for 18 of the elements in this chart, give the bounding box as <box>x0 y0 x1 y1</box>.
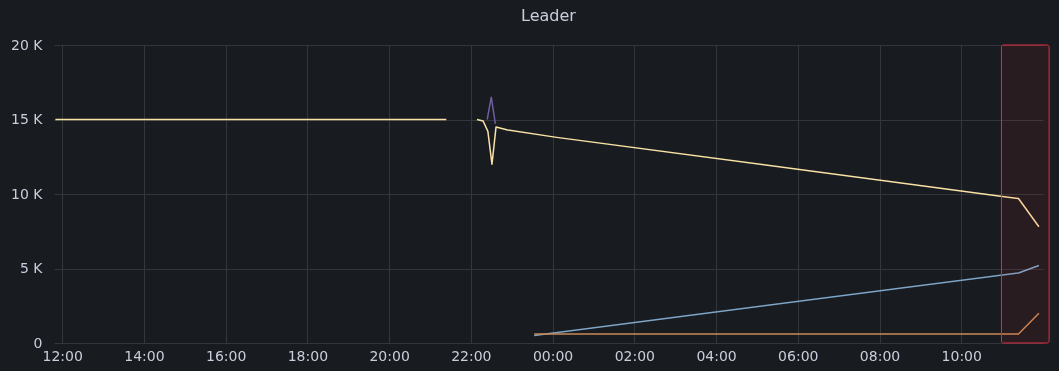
x-tick-label: 00:00 <box>532 347 574 364</box>
x-tick-label: 02:00 <box>614 347 655 364</box>
x-tick-label: 16:00 <box>205 347 247 364</box>
chart-title: Leader <box>521 6 577 25</box>
x-tick-label: 12:00 <box>42 347 83 364</box>
x-tick-label: 22:00 <box>451 347 492 364</box>
y-tick-label: 5 K <box>19 260 44 276</box>
x-tick-label: 08:00 <box>859 347 901 364</box>
y-tick-label: 10 K <box>11 185 44 202</box>
y-tick-label: 15 K <box>11 111 44 127</box>
x-tick-label: 06:00 <box>778 347 819 364</box>
x-tick-label: 14:00 <box>124 347 165 364</box>
x-tick-label: 10:00 <box>941 347 982 364</box>
y-tick-label: 0 <box>33 334 43 351</box>
x-tick-label: 04:00 <box>696 347 737 364</box>
y-tick-label: 20 K <box>11 36 44 53</box>
x-tick-label: 20:00 <box>369 347 410 364</box>
x-tick-label: 18:00 <box>287 347 329 364</box>
